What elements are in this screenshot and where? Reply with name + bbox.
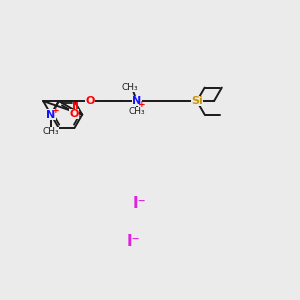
Text: Si: Si — [191, 96, 203, 106]
Text: I⁻: I⁻ — [133, 196, 146, 211]
Text: CH₃: CH₃ — [122, 83, 139, 92]
Text: O: O — [85, 96, 95, 106]
Text: N: N — [46, 110, 56, 120]
Text: N: N — [132, 96, 141, 106]
Text: CH₃: CH₃ — [43, 127, 59, 136]
Text: I⁻: I⁻ — [127, 234, 140, 249]
Text: +: + — [138, 100, 146, 109]
Text: CH₃: CH₃ — [128, 107, 145, 116]
Text: O: O — [70, 109, 79, 119]
Text: +: + — [52, 106, 60, 115]
